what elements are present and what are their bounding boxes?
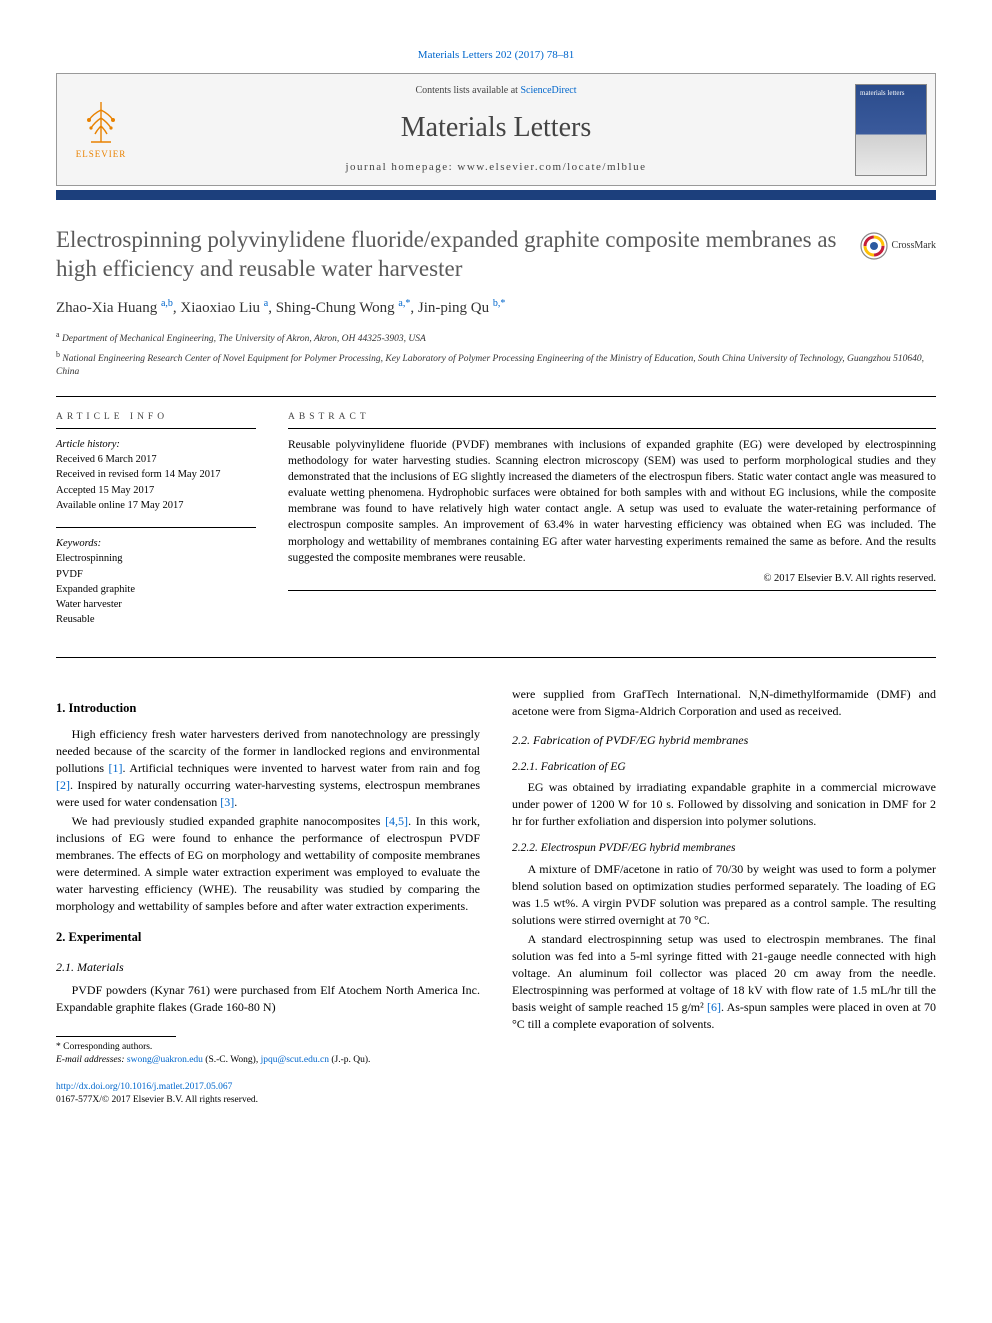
- article-history: Article history: Received 6 March 2017 Re…: [56, 437, 256, 513]
- elsevier-tree-icon: [77, 98, 125, 146]
- cover-thumbnail-cell: [847, 74, 935, 185]
- left-column: 1. Introduction High efficiency fresh wa…: [56, 686, 480, 1107]
- section-intro: 1. Introduction: [56, 700, 480, 718]
- divider: [56, 396, 936, 397]
- email-link-qu[interactable]: jpqu@scut.edu.cn: [261, 1055, 329, 1065]
- keyword: Water harvester: [56, 599, 122, 610]
- affiliation: b National Engineering Research Center o…: [56, 349, 936, 380]
- history-line: Received in revised form 14 May 2017: [56, 469, 220, 480]
- email-label: E-mail addresses:: [56, 1055, 127, 1065]
- doi-link[interactable]: http://dx.doi.org/10.1016/j.matlet.2017.…: [56, 1082, 232, 1092]
- subsubsection-electrospun: 2.2.2. Electrospun PVDF/EG hybrid membra…: [512, 840, 936, 856]
- divider: [288, 590, 936, 591]
- subsubsection-fab-eg: 2.2.1. Fabrication of EG: [512, 759, 936, 775]
- crossmark-label: CrossMark: [892, 239, 936, 253]
- citation-line: Materials Letters 202 (2017) 78–81: [56, 48, 936, 63]
- authors-line: Zhao-Xia Huang a,b, Xiaoxiao Liu a, Shin…: [56, 297, 936, 319]
- article-title: Electrospinning polyvinylidene fluoride/…: [56, 226, 840, 284]
- doi-block: http://dx.doi.org/10.1016/j.matlet.2017.…: [56, 1081, 480, 1108]
- email-footnote: E-mail addresses: swong@uakron.edu (S.-C…: [56, 1054, 480, 1067]
- contents-prefix: Contents lists available at: [415, 85, 520, 96]
- publisher-logo-cell: ELSEVIER: [57, 74, 145, 185]
- citation-ref[interactable]: [6]: [707, 1000, 721, 1014]
- section-experimental: 2. Experimental: [56, 929, 480, 947]
- abstract-copyright: © 2017 Elsevier B.V. All rights reserved…: [288, 572, 936, 587]
- contents-available-line: Contents lists available at ScienceDirec…: [153, 84, 839, 98]
- abstract-column: ABSTRACT Reusable polyvinylidene fluorid…: [288, 411, 936, 642]
- header-rule: [56, 190, 936, 200]
- sciencedirect-link[interactable]: ScienceDirect: [520, 85, 576, 96]
- issn-copyright: 0167-577X/© 2017 Elsevier B.V. All right…: [56, 1095, 258, 1105]
- elsevier-logo: ELSEVIER: [76, 98, 127, 161]
- body-paragraph: PVDF powders (Kynar 761) were purchased …: [56, 982, 480, 1016]
- keyword: Electrospinning: [56, 553, 123, 564]
- citation-ref[interactable]: [3]: [220, 795, 234, 809]
- header-center: Contents lists available at ScienceDirec…: [145, 74, 847, 185]
- history-label: Article history:: [56, 439, 120, 450]
- citation-ref[interactable]: [4,5]: [385, 814, 408, 828]
- history-line: Available online 17 May 2017: [56, 500, 184, 511]
- citation-ref[interactable]: [2]: [56, 778, 70, 792]
- body-paragraph: EG was obtained by irradiating expandabl…: [512, 779, 936, 830]
- divider: [56, 428, 256, 429]
- history-line: Accepted 15 May 2017: [56, 485, 154, 496]
- body-paragraph: A standard electrospinning setup was use…: [512, 931, 936, 1033]
- keyword: Reusable: [56, 614, 95, 625]
- keyword: Expanded graphite: [56, 584, 135, 595]
- article-info-column: ARTICLE INFO Article history: Received 6…: [56, 411, 256, 642]
- divider: [288, 428, 936, 429]
- body-paragraph: High efficiency fresh water harvesters d…: [56, 726, 480, 811]
- publisher-label: ELSEVIER: [76, 148, 127, 161]
- abstract-label: ABSTRACT: [288, 411, 936, 424]
- right-column: were supplied from GrafTech Internationa…: [512, 686, 936, 1107]
- journal-header: ELSEVIER Contents lists available at Sci…: [56, 73, 936, 186]
- crossmark-badge[interactable]: CrossMark: [860, 232, 936, 260]
- email-who-1: (S.-C. Wong),: [203, 1055, 261, 1065]
- divider: [56, 527, 256, 528]
- email-who-2: (J.-p. Qu).: [329, 1055, 370, 1065]
- history-line: Received 6 March 2017: [56, 454, 157, 465]
- crossmark-icon: [860, 232, 888, 260]
- keywords-block: Keywords: Electrospinning PVDF Expanded gr…: [56, 536, 256, 627]
- subsection-fabrication: 2.2. Fabrication of PVDF/EG hybrid membr…: [512, 732, 936, 749]
- homepage-url[interactable]: www.elsevier.com/locate/mlblue: [457, 161, 646, 173]
- affiliation: a Department of Mechanical Engineering, …: [56, 329, 936, 346]
- abstract-text: Reusable polyvinylidene fluoride (PVDF) …: [288, 437, 936, 566]
- journal-homepage: journal homepage: www.elsevier.com/locat…: [153, 160, 839, 175]
- footnote-rule: [56, 1036, 176, 1037]
- keyword: PVDF: [56, 569, 83, 580]
- body-paragraph: We had previously studied expanded graph…: [56, 813, 480, 915]
- body-paragraph: A mixture of DMF/acetone in ratio of 70/…: [512, 861, 936, 929]
- citation-ref[interactable]: [1]: [109, 761, 123, 775]
- journal-name: Materials Letters: [153, 108, 839, 147]
- corresponding-authors-note: * Corresponding authors.: [56, 1041, 480, 1054]
- keywords-label: Keywords:: [56, 538, 101, 549]
- article-info-label: ARTICLE INFO: [56, 411, 256, 424]
- subsection-materials: 2.1. Materials: [56, 959, 480, 976]
- journal-cover-icon: [855, 84, 927, 176]
- homepage-prefix: journal homepage:: [346, 161, 458, 173]
- email-link-wong[interactable]: swong@uakron.edu: [127, 1055, 203, 1065]
- body-paragraph: were supplied from GrafTech Internationa…: [512, 686, 936, 720]
- divider: [56, 657, 936, 658]
